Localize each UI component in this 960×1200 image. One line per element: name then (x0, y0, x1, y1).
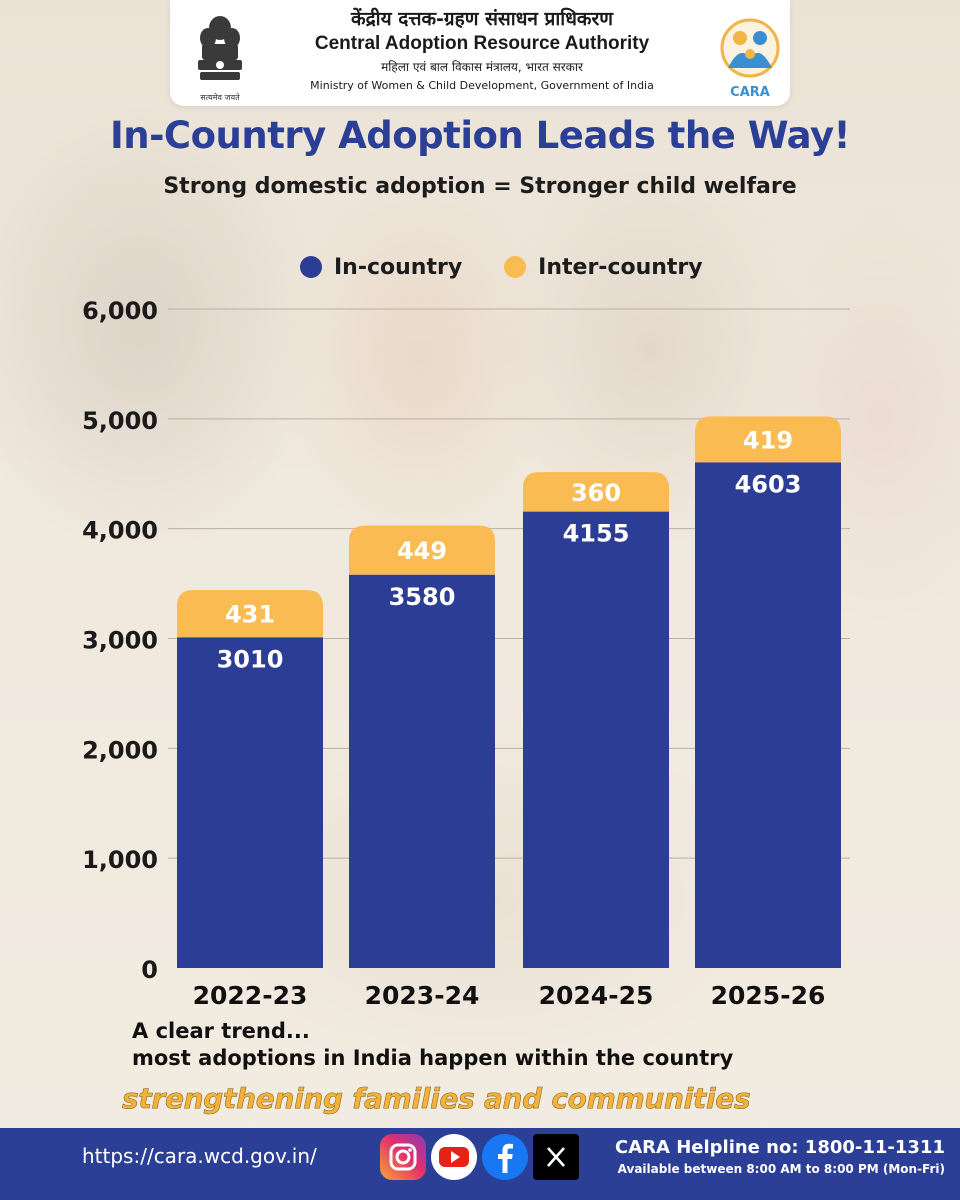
bar-in-country-2025-26 (695, 462, 841, 968)
x-tick-label: 2023-24 (365, 981, 480, 1010)
chart-legend: In-country Inter-country (300, 250, 745, 284)
facebook-icon[interactable] (482, 1134, 528, 1180)
y-tick-label: 4,000 (82, 517, 158, 545)
stacked-bar-chart: 0 1,000 2,000 3,000 4,000 5,000 6,000 431 3010 20… (82, 297, 850, 1010)
ministry-name-english: Ministry of Women & Child Development, G… (310, 79, 654, 92)
website-link[interactable]: https://cara.wcd.gov.in/ (82, 1144, 317, 1168)
bar-in-country-2022-23 (177, 637, 323, 968)
cara-family-logo-icon: CARA (720, 18, 780, 100)
page-title: In-Country Adoption Leads the Way! (109, 114, 851, 157)
legend-item-in-country: In-country (300, 255, 462, 280)
data-label-inter-country: 360 (571, 479, 621, 507)
tagline: strengthening families and communities (122, 1082, 751, 1116)
trend-line-2: most adoptions in India happen within th… (132, 1046, 734, 1070)
y-tick-label: 2,000 (82, 736, 158, 764)
x-icon[interactable] (533, 1134, 579, 1180)
header-banner: सत्यमेव जयते केंद्रीय दत्तक-ग्रहण संसाधन… (170, 0, 790, 106)
trend-text: A clear trend... most adoptions in India… (132, 1018, 892, 1072)
footer-bar: https://cara.wcd.gov.in/ CARA Helpline n… (0, 1128, 960, 1200)
y-tick-label: 5,000 (82, 407, 158, 435)
x-tick-label: 2025-26 (711, 981, 826, 1010)
helpline-number: CARA Helpline no: 1800-11-1311 (615, 1137, 945, 1158)
data-label-inter-country: 431 (225, 601, 275, 629)
legend-dot-inter-country (504, 256, 527, 278)
y-tick-label: 3,000 (82, 627, 158, 655)
bar-inter-country-2025-26 (695, 416, 841, 463)
bar-in-country-2024-25 (523, 511, 669, 968)
x-tick-label: 2022-23 (193, 981, 308, 1010)
helpline-block: CARA Helpline no: 1800-11-1311 Available… (600, 1136, 945, 1178)
data-label-in-country: 3580 (389, 583, 456, 611)
y-tick-label: 0 (141, 956, 158, 984)
data-label-in-country: 3010 (217, 645, 284, 673)
national-emblem-icon (198, 16, 242, 80)
legend-label-in-country: In-country (334, 254, 463, 280)
helpline-hours: Available between 8:00 AM to 8:00 PM (Mo… (617, 1162, 945, 1176)
org-name-english: Central Adoption Resource Authority (314, 33, 650, 54)
legend-label-inter-country: Inter-country (538, 254, 703, 280)
legend-dot-in-country (300, 256, 322, 278)
data-label-inter-country: 419 (743, 426, 793, 454)
trend-line-1: A clear trend... (132, 1019, 310, 1043)
organisation-name-block: केंद्रीय दत्तक-ग्रहण संसाधन प्राधिकरण Ce… (282, 6, 682, 95)
org-name-hindi: केंद्रीय दत्तक-ग्रहण संसाधन प्राधिकरण (351, 8, 613, 30)
y-tick-label: 1,000 (82, 846, 158, 874)
bar-in-country-2023-24 (349, 574, 495, 968)
bar-inter-country-2022-23 (177, 590, 323, 638)
data-label-in-country: 4155 (563, 520, 630, 548)
bar-inter-country-2024-25 (523, 472, 669, 512)
ministry-name-hindi: महिला एवं बाल विकास मंत्रालय, भारत सरकार (381, 60, 583, 74)
emblem-motto: सत्यमेव जयते (200, 93, 240, 102)
youtube-icon[interactable] (431, 1134, 477, 1180)
social-icons (380, 1134, 584, 1180)
data-label-inter-country: 449 (397, 537, 447, 565)
x-tick-label: 2024-25 (539, 981, 654, 1010)
page-subtitle: Strong domestic adoption = Stronger chil… (163, 174, 797, 199)
instagram-icon[interactable] (380, 1134, 426, 1180)
data-label-in-country: 4603 (735, 470, 802, 498)
cara-logo-text: CARA (730, 85, 770, 100)
bar-inter-country-2023-24 (349, 525, 495, 575)
y-tick-label: 6,000 (82, 297, 158, 325)
legend-item-inter-country: Inter-country (504, 254, 703, 280)
